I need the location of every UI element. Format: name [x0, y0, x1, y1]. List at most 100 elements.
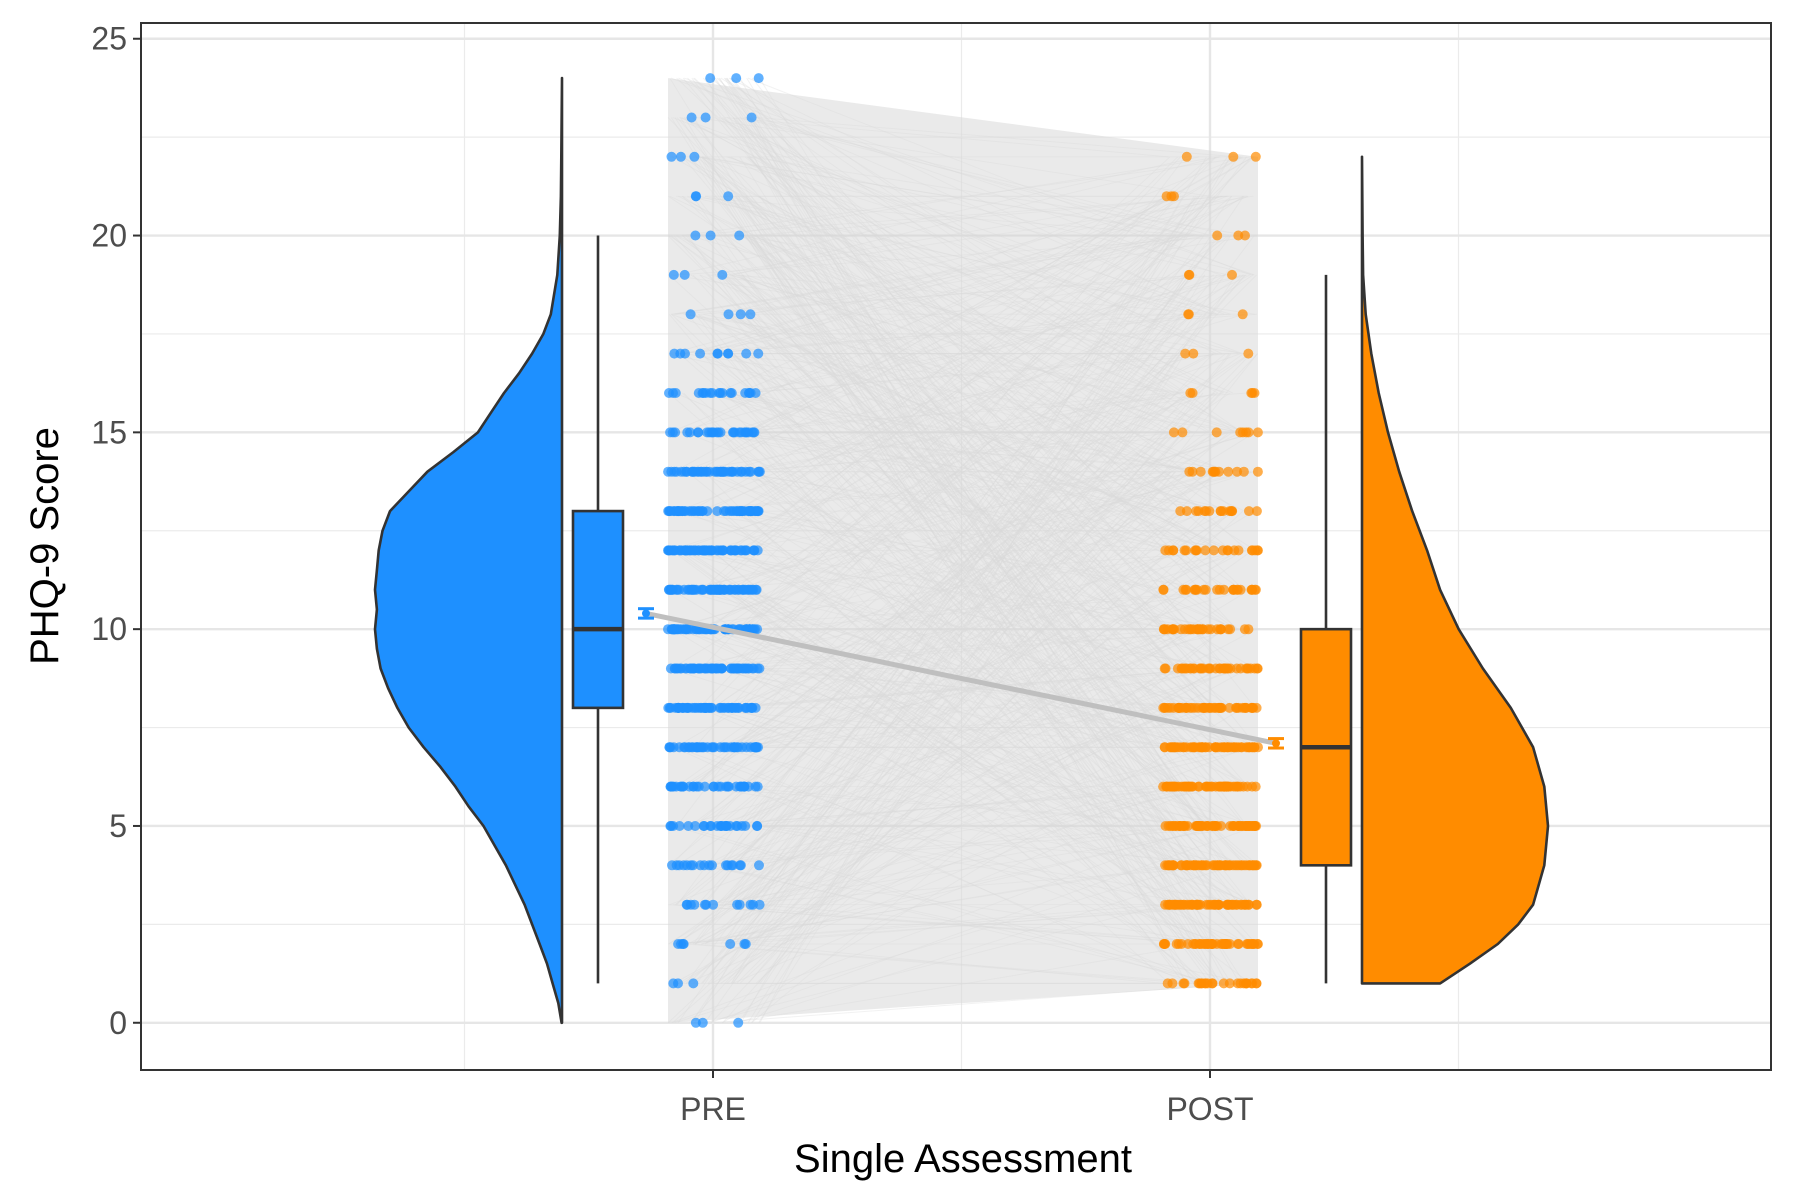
- data-point: [735, 309, 746, 320]
- data-point: [1223, 624, 1234, 635]
- data-point: [739, 781, 750, 792]
- data-point: [690, 191, 701, 202]
- data-point: [663, 545, 673, 556]
- x-axis: PRE POST: [680, 1070, 1254, 1127]
- data-point: [1244, 506, 1254, 517]
- data-point: [1199, 702, 1210, 713]
- data-point: [711, 427, 722, 438]
- data-point: [1235, 427, 1246, 438]
- data-point: [1243, 663, 1254, 674]
- data-point: [1224, 978, 1235, 989]
- data-point: [720, 466, 731, 477]
- y-tick-label: 0: [109, 1005, 127, 1041]
- data-point: [1197, 742, 1208, 753]
- data-point: [734, 230, 745, 241]
- data-point: [672, 702, 683, 713]
- data-point: [717, 269, 728, 280]
- data-point: [702, 427, 712, 438]
- data-point: [730, 702, 740, 713]
- x-tick-label: PRE: [680, 1091, 746, 1127]
- data-point: [1199, 939, 1210, 949]
- data-point: [694, 663, 705, 674]
- data-point: [667, 427, 678, 438]
- data-point: [710, 584, 721, 595]
- data-point: [1192, 821, 1202, 831]
- data-point: [686, 112, 697, 123]
- data-point: [680, 545, 691, 556]
- plot-panel-border: [140, 22, 1772, 1071]
- data-point: [1216, 781, 1227, 792]
- data-point: [1168, 427, 1179, 438]
- data-point: [681, 466, 692, 477]
- data-point: [1237, 702, 1248, 713]
- data-point: [1168, 545, 1179, 556]
- data-point: [1206, 781, 1217, 792]
- data-point: [746, 112, 757, 123]
- data-point: [675, 151, 686, 162]
- data-point: [693, 427, 704, 438]
- paired-lines: [667, 77, 1259, 1024]
- data-point: [1243, 427, 1254, 438]
- data-point: [715, 702, 726, 713]
- data-point: [707, 663, 718, 674]
- data-point: [675, 506, 686, 517]
- data-point: [1232, 939, 1243, 949]
- data-point: [736, 466, 746, 477]
- x-axis-title: Single Assessment: [794, 1137, 1132, 1181]
- data-point: [1238, 466, 1249, 477]
- y-tick-label: 10: [91, 611, 127, 647]
- data-point: [1227, 269, 1237, 280]
- data-point: [1233, 545, 1244, 556]
- data-point: [1216, 821, 1226, 831]
- data-point: [1208, 545, 1219, 556]
- data-point: [753, 348, 764, 359]
- data-point: [1247, 584, 1258, 595]
- data-point: [725, 388, 736, 398]
- data-point: [753, 742, 763, 753]
- data-point: [741, 348, 752, 359]
- data-point: [1162, 860, 1173, 871]
- density-clouds: [373, 76, 1550, 1025]
- data-point: [671, 781, 682, 792]
- data-point: [1203, 624, 1214, 635]
- data-point: [685, 663, 696, 674]
- data-point: [718, 545, 729, 556]
- data-point: [1187, 388, 1198, 398]
- data-point: [731, 506, 742, 517]
- data-point: [668, 388, 678, 398]
- data-point: [699, 899, 710, 910]
- mean-markers: [638, 607, 1284, 750]
- data-point: [752, 781, 763, 792]
- data-point: [679, 269, 690, 280]
- data-point: [721, 821, 731, 831]
- data-point: [1222, 899, 1233, 910]
- data-point: [1160, 545, 1171, 556]
- data-point: [1175, 506, 1186, 517]
- data-point: [1173, 781, 1184, 792]
- data-point: [1251, 506, 1262, 517]
- data-point: [1183, 309, 1194, 320]
- mean-connecting-line: [645, 610, 1277, 746]
- data-point: [700, 112, 711, 123]
- data-point: [735, 860, 745, 871]
- mean-point: [1272, 739, 1280, 748]
- data-point: [1252, 427, 1263, 438]
- data-point: [696, 742, 707, 753]
- data-point: [1187, 466, 1198, 477]
- data-point: [739, 939, 750, 949]
- x-tick-label: POST: [1166, 1091, 1253, 1127]
- data-point: [706, 742, 717, 753]
- data-point: [664, 506, 675, 517]
- data-point: [676, 939, 686, 949]
- data-point: [748, 624, 759, 635]
- data-point: [733, 1017, 744, 1028]
- data-point: [712, 506, 723, 517]
- data-point: [1222, 545, 1233, 556]
- data-point: [728, 466, 738, 477]
- data-point: [1159, 742, 1170, 753]
- data-point: [699, 821, 710, 831]
- data-point: [1247, 781, 1258, 792]
- data-point: [1158, 939, 1169, 949]
- data-point: [1244, 821, 1255, 831]
- data-point: [727, 860, 738, 871]
